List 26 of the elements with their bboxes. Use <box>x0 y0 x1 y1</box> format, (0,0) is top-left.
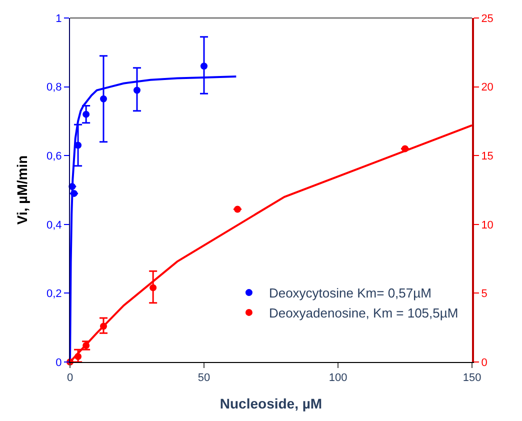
y-tick-label: 0,2 <box>46 288 62 300</box>
point <box>200 62 208 70</box>
y-tick-label: 1 <box>56 12 62 25</box>
x-tick-label: 0 <box>66 372 74 384</box>
point <box>234 206 241 213</box>
point <box>134 86 140 94</box>
y-axis-title: Vi, µM/min <box>14 155 30 225</box>
legend-label: Deoxycytosine Km= 0,57µM <box>268 286 432 301</box>
y-tick-label: 0,4 <box>46 219 62 232</box>
x-tick-label: 150 <box>462 372 482 384</box>
y-tick-label: 0 <box>56 356 62 369</box>
point <box>150 284 157 292</box>
y-tick-label: 0,6 <box>46 150 62 162</box>
y-tick-label: 0,8 <box>46 82 62 94</box>
point <box>100 95 107 102</box>
y2-tick-label: 25 <box>481 12 494 25</box>
y2-tick-label: 15 <box>481 150 494 162</box>
point <box>82 110 90 118</box>
x-tick-label: 50 <box>198 372 210 384</box>
legend-label: Deoxyadenosine, Km = 105,5µM <box>268 306 458 321</box>
y2-tick-label: 0 <box>481 356 488 369</box>
x-axis-title: Nucleoside, µM <box>220 396 322 412</box>
x-tick-label: 100 <box>328 372 348 384</box>
y2-tick-label: 20 <box>481 82 494 94</box>
y2-tick-label: 10 <box>481 219 494 232</box>
y2-tick-label: 5 <box>481 288 488 300</box>
